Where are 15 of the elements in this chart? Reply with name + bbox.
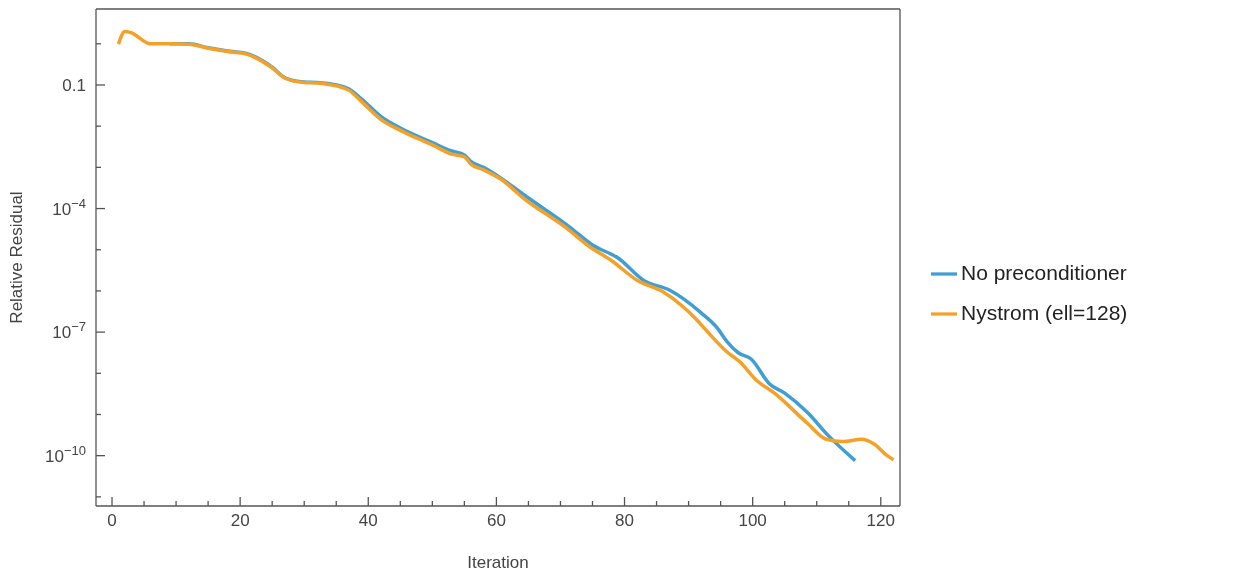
legend-label: Nystrom (ell=128) — [961, 301, 1128, 324]
y-tick-label: 0.1 — [62, 75, 86, 95]
x-tick-label: 120 — [866, 511, 895, 530]
x-tick-label: 40 — [358, 511, 378, 530]
x-tick-label: 0 — [107, 511, 117, 530]
x-axis-title: Iteration — [467, 553, 529, 572]
legend-label: No preconditioner — [961, 261, 1127, 284]
x-tick-label: 100 — [738, 511, 767, 530]
y-axis-title: Relative Residual — [7, 191, 27, 324]
y-tick-label: 10$^{−10}$ — [45, 442, 86, 466]
y-tick-label: 10$^{−4}$ — [52, 195, 86, 219]
y-tick-label: 10$^{−7}$ — [52, 318, 86, 343]
x-tick-label: 80 — [615, 511, 634, 530]
x-tick-label: 20 — [230, 511, 250, 530]
x-tick-label: 60 — [486, 511, 506, 530]
